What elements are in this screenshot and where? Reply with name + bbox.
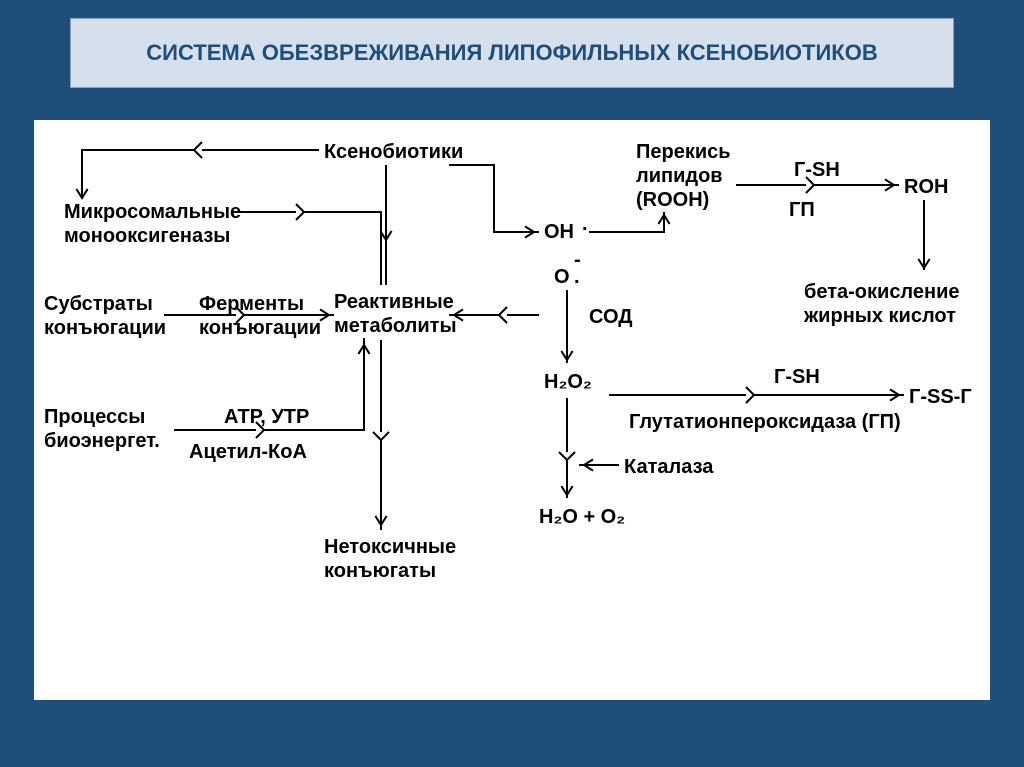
diagram-container: Ксенобиотики Микросомальные монооксигеназ… (34, 120, 990, 700)
node-h2o2: Н₂О₂ (544, 370, 592, 394)
node-bioenerg: Процессы биоэнергет. (44, 405, 160, 453)
node-perox: Перекись липидов (ROOH) (636, 140, 731, 212)
node-enzconj: Ферменты конъюгации (199, 292, 321, 340)
page-title: СИСТЕМА ОБЕЗВРЕЖИВАНИЯ ЛИПОФИЛЬНЫХ КСЕНО… (146, 40, 877, 66)
node-beta: бета-окисление жирных кислот (804, 280, 960, 328)
node-gp1: ГП (789, 198, 815, 222)
node-ohdot: . (582, 212, 588, 236)
node-gsh1: Г-SH (794, 158, 840, 182)
node-odot: . (574, 265, 580, 289)
node-oh: ОН (544, 220, 574, 244)
node-o: О (554, 265, 570, 289)
node-subconj: Субстраты конъюгации (44, 292, 166, 340)
node-gssg: Г-SS-Г (909, 385, 972, 409)
node-h2o_o2: Н₂О + О₂ (539, 505, 625, 529)
node-roh: ROH (904, 175, 948, 199)
node-mono: Микросомальные монооксигеназы (64, 200, 241, 248)
title-box: СИСТЕМА ОБЕЗВРЕЖИВАНИЯ ЛИПОФИЛЬНЫХ КСЕНО… (70, 18, 954, 88)
node-gsh2: Г-SH (774, 365, 820, 389)
node-nontox: Нетоксичные конъюгаты (324, 535, 456, 583)
node-sod: СОД (589, 305, 633, 329)
node-atp: АТР, УТР (224, 405, 309, 429)
node-xeno: Ксенобиотики (324, 140, 463, 164)
node-react: Реактивные метаболиты (334, 290, 457, 338)
node-acetyl: Ацетил-КоА (189, 440, 307, 464)
node-catalase: Каталаза (624, 455, 713, 479)
node-gpx: Глутатионпероксидаза (ГП) (629, 410, 901, 434)
